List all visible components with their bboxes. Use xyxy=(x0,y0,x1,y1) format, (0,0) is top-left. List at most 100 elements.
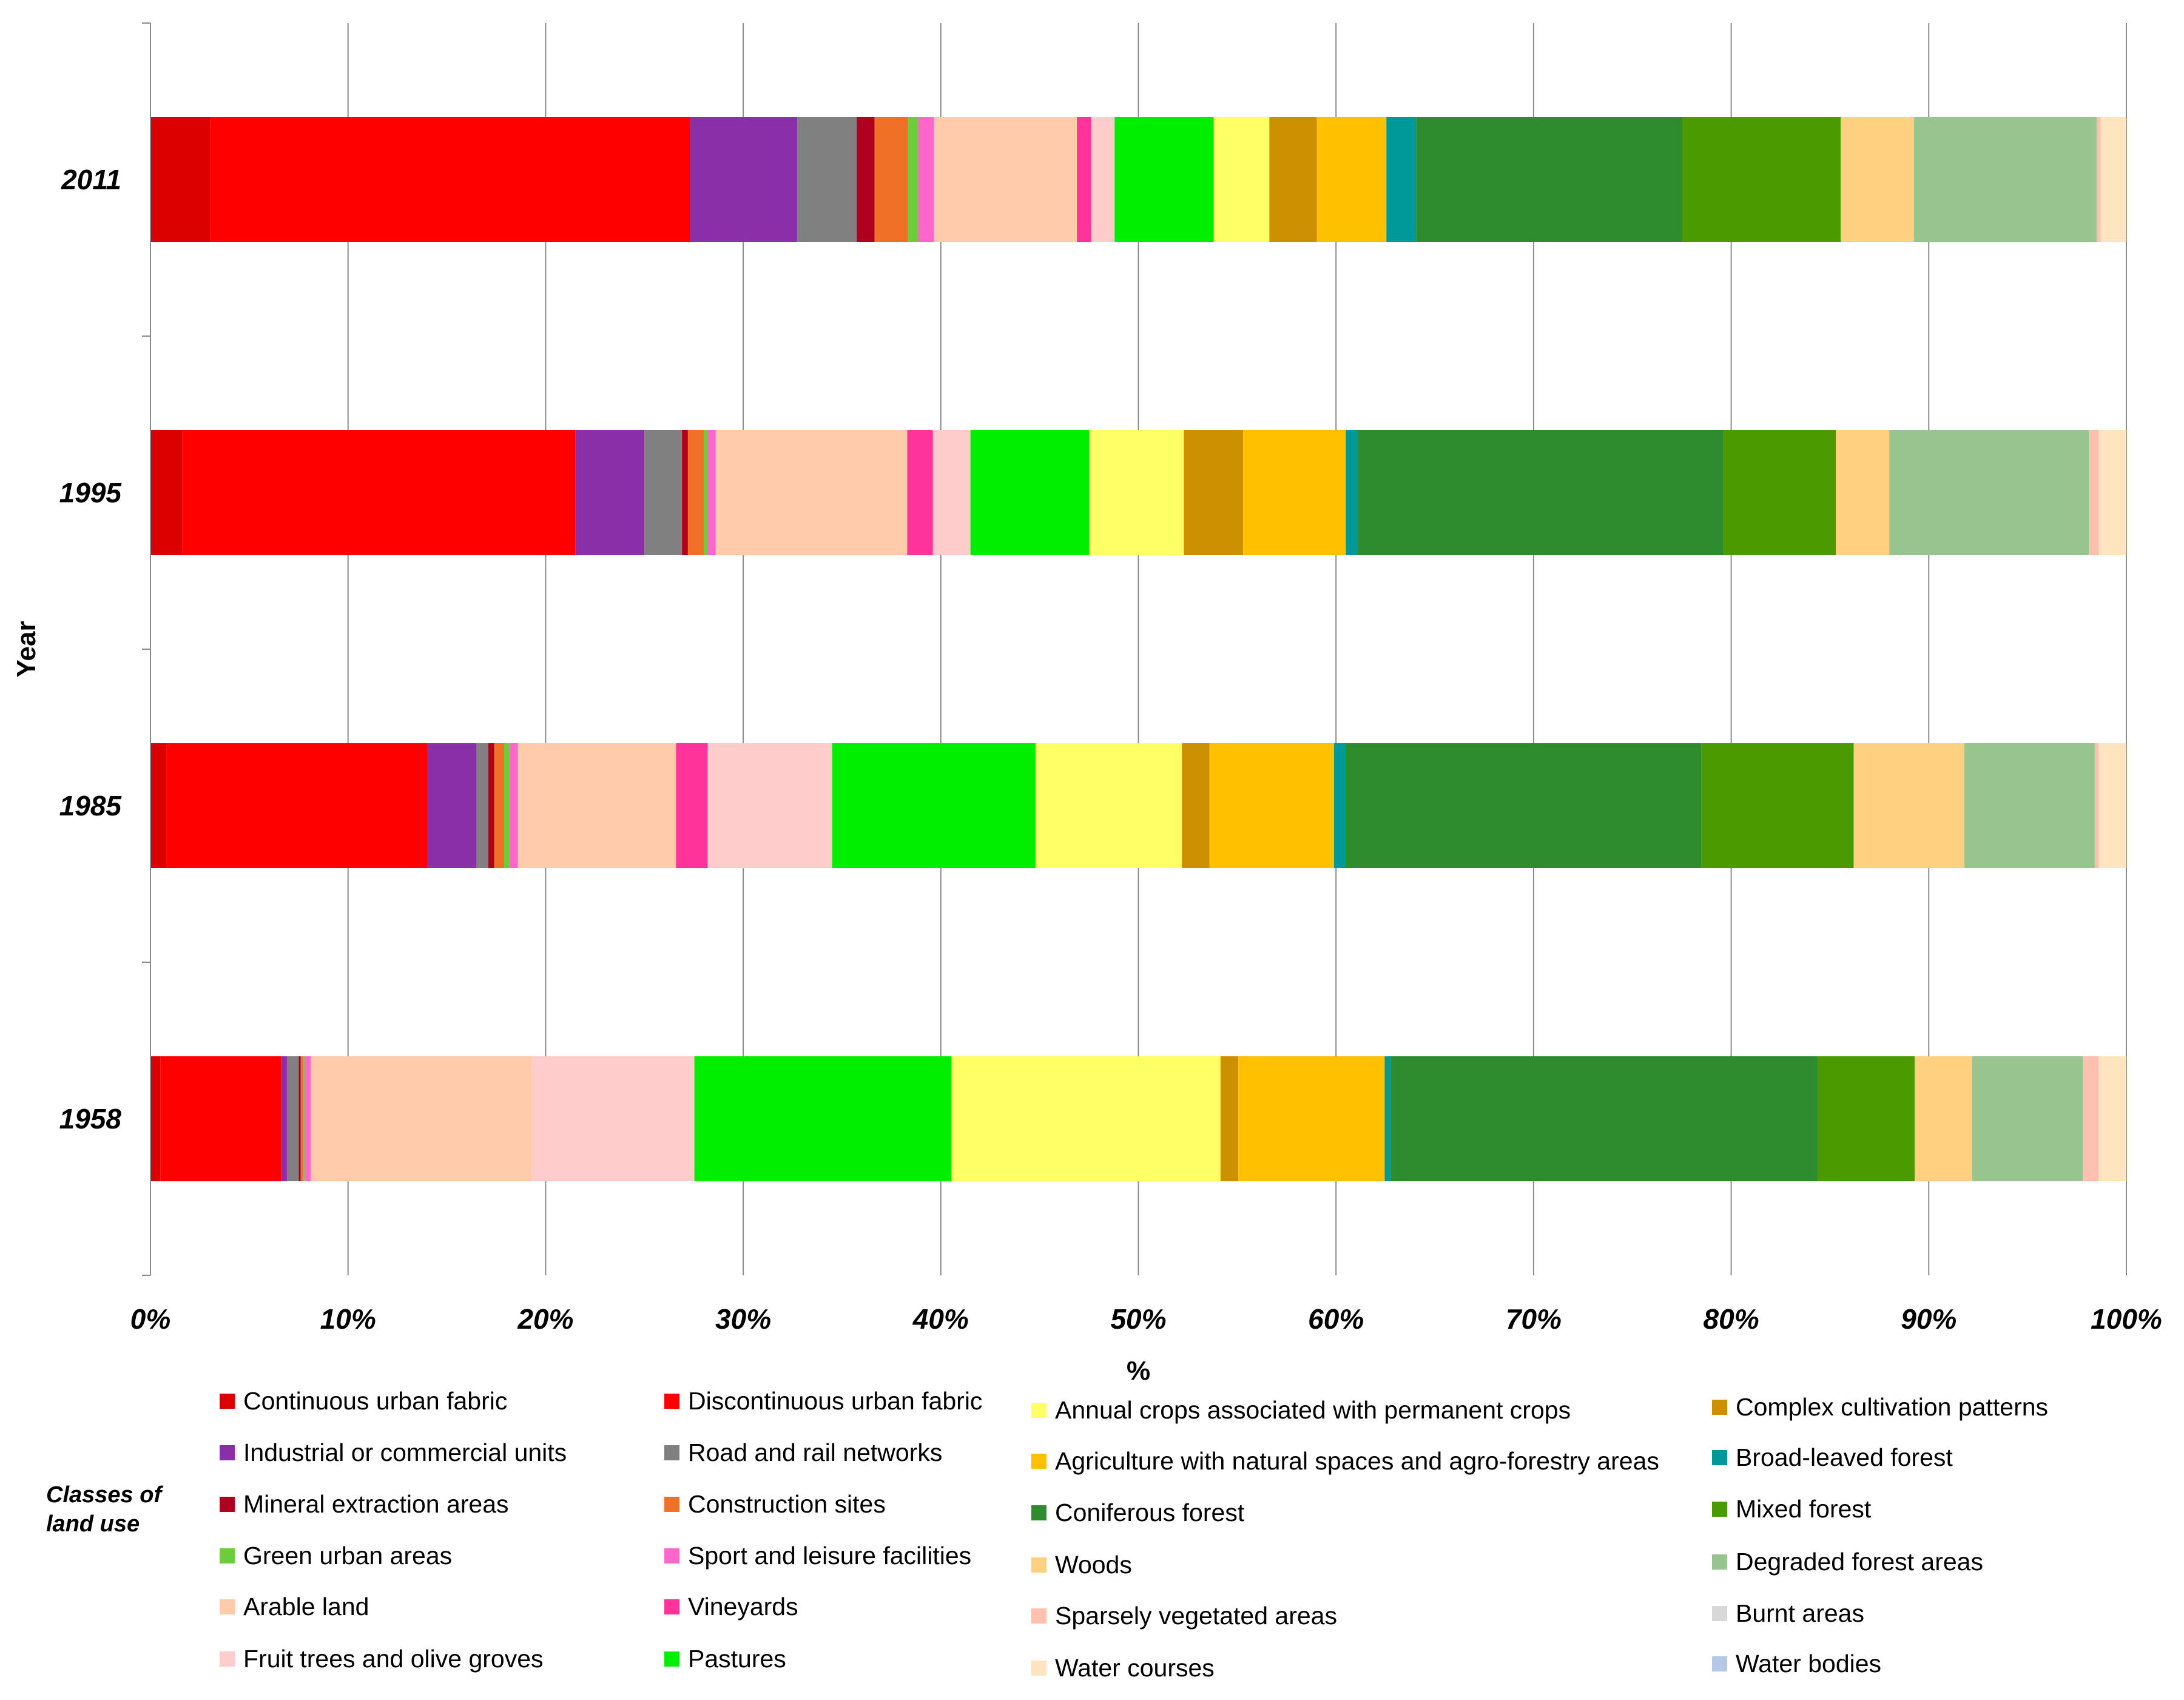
bar-segment: Arable land (1985) xyxy=(517,743,676,868)
bar-segment: Continuous urban fabric (2011) xyxy=(150,117,211,242)
bar-segment: Mixed forest (1985) xyxy=(1701,743,1854,868)
legend-label: Arable land xyxy=(243,1593,369,1621)
legend-swatch xyxy=(220,1651,235,1667)
legend-item: Sparsely vegetated areas xyxy=(1031,1602,1337,1630)
bar-segment: Road and rail networks (1958) xyxy=(286,1056,299,1181)
bar-segment: Pastures (2011) xyxy=(1114,117,1214,242)
bar-segment: Industrial or commercial units (2011) xyxy=(690,117,798,242)
legend-label: Road and rail networks xyxy=(688,1439,943,1466)
bar-segment: Broad-leaved forest (2011) xyxy=(1386,117,1417,242)
bar-segment: Green urban areas (1985) xyxy=(504,743,510,868)
bar-segment: Coniferous forest (2011) xyxy=(1416,117,1682,242)
legend-item: Discontinuous urban fabric xyxy=(664,1387,982,1415)
bar-segment: Fruit trees and olive groves (2011) xyxy=(1091,117,1115,242)
x-tick-label: 80% xyxy=(1704,1303,1759,1335)
bar-segment: Water courses (1985) xyxy=(2098,743,2126,868)
legend-swatch xyxy=(1712,1606,1727,1621)
bar-segment: Road and rail networks (2011) xyxy=(797,117,857,242)
bar-segment: Degraded forest areas (2011) xyxy=(1914,117,2097,242)
bar-segment: Road and rail networks (1995) xyxy=(644,430,682,555)
legend-label: Discontinuous urban fabric xyxy=(688,1387,983,1415)
legend-label: Vineyards xyxy=(688,1593,798,1621)
bar-segment: Complex cultivation patterns (2011) xyxy=(1269,117,1317,242)
legend-item: Fruit trees and olive groves xyxy=(220,1645,544,1673)
legend-label: Fruit trees and olive groves xyxy=(243,1645,544,1673)
bar-segment: Arable land (1995) xyxy=(715,430,908,555)
legend-label: Degraded forest areas xyxy=(1736,1548,1983,1576)
bar-segment: Fruit trees and olive groves (1985) xyxy=(707,743,832,868)
y-tick-label: 1985 xyxy=(59,790,123,821)
bar-segment: Agriculture with natural spaces and agro… xyxy=(1238,1056,1385,1181)
x-tick-label: 20% xyxy=(517,1303,573,1335)
bar-segment: Annual crops associated with permanent c… xyxy=(1036,743,1182,868)
legend-swatch xyxy=(664,1497,679,1512)
y-tick-label: 2011 xyxy=(61,164,121,195)
bar-segment: Sport and leisure facilities (1958) xyxy=(305,1056,311,1181)
bar-segment: Vineyards (2011) xyxy=(1077,117,1091,242)
legend-swatch xyxy=(664,1599,679,1614)
bar-segment: Green urban areas (1958) xyxy=(303,1056,305,1181)
legend-label: Water bodies xyxy=(1736,1650,1882,1678)
legend-swatch xyxy=(664,1651,679,1667)
legend-swatch xyxy=(664,1445,679,1460)
x-tick-label: 70% xyxy=(1506,1303,1562,1335)
bar-segment: Coniferous forest (1995) xyxy=(1358,430,1724,555)
bar-segment: Construction sites (1958) xyxy=(300,1056,303,1181)
bar-segment: Industrial or commercial units (1995) xyxy=(575,430,645,555)
bar-segment: Industrial or commercial units (1958) xyxy=(281,1056,287,1181)
bar-segment: Annual crops associated with permanent c… xyxy=(1089,430,1184,555)
bar-segment: Arable land (2011) xyxy=(934,117,1077,242)
bar-segment: Mixed forest (1958) xyxy=(1818,1056,1915,1181)
legend-item: Mixed forest xyxy=(1712,1495,1871,1523)
bar-segment: Road and rail networks (1985) xyxy=(476,743,488,868)
bar-segment: Construction sites (1995) xyxy=(687,430,704,555)
bar-segment: Construction sites (2011) xyxy=(874,117,909,242)
legend-item: Water courses xyxy=(1031,1654,1215,1682)
bar-segment: Mineral extraction areas (1958) xyxy=(298,1056,301,1181)
legend-item: Mineral extraction areas xyxy=(220,1490,509,1519)
bar-segment: Broad-leaved forest (1995) xyxy=(1346,430,1358,555)
legend-item: Industrial or commercial units xyxy=(220,1439,567,1467)
bar-segment: Water courses (2011) xyxy=(2100,117,2126,242)
legend-item: Coniferous forest xyxy=(1031,1499,1244,1527)
legend-item: Arable land xyxy=(220,1593,369,1621)
legend-swatch xyxy=(1031,1661,1046,1676)
x-tick-label: 30% xyxy=(715,1303,771,1335)
legend-item: Green urban areas xyxy=(220,1542,452,1570)
bar-segment: Fruit trees and olive groves (1958) xyxy=(532,1056,695,1181)
legend-swatch xyxy=(1712,1450,1727,1465)
bar-segment: Woods (1985) xyxy=(1853,743,1964,868)
bar-segment: Agriculture with natural spaces and agro… xyxy=(1209,743,1334,868)
bar-segment: Degraded forest areas (1985) xyxy=(1964,743,2095,868)
bar-segment: Continuous urban fabric (1958) xyxy=(150,1056,161,1181)
legend-swatch xyxy=(1031,1608,1046,1624)
bar-segment: Continuous urban fabric (1995) xyxy=(150,430,183,555)
legend-swatch xyxy=(664,1548,679,1563)
bar-segment: Mineral extraction areas (2011) xyxy=(857,117,875,242)
legend-item: Road and rail networks xyxy=(664,1439,942,1467)
legend-swatch xyxy=(1712,1656,1727,1671)
x-tick-labels: 0% 10% 20% 30% 40% 50% 60% 70% 80% 90% 100% xyxy=(130,1303,2162,1335)
x-tick-label: 50% xyxy=(1110,1303,1166,1335)
legend-label: Sparsely vegetated areas xyxy=(1055,1602,1337,1630)
legend-label: Construction sites xyxy=(688,1490,886,1518)
bar-segment: Mineral extraction areas (1995) xyxy=(682,430,688,555)
bar-segment: Annual crops associated with permanent c… xyxy=(951,1056,1221,1181)
bar-segment: Woods (1958) xyxy=(1915,1056,1972,1181)
legend-label: Woods xyxy=(1055,1551,1132,1579)
legend-swatch xyxy=(1031,1505,1046,1520)
legend-label: Annual crops associated with permanent c… xyxy=(1055,1396,1571,1424)
legend-swatch xyxy=(664,1394,679,1409)
bar-segment: Water courses (1958) xyxy=(2098,1056,2126,1181)
bar-segment: Sport and leisure facilities (1985) xyxy=(510,743,518,868)
legend-label: Coniferous forest xyxy=(1055,1499,1245,1526)
bar-segment: Mixed forest (2011) xyxy=(1682,117,1841,242)
bar-segment: Coniferous forest (1958) xyxy=(1390,1056,1818,1181)
legend-swatch xyxy=(1712,1502,1727,1517)
x-axis-title: % xyxy=(1127,1356,1150,1386)
x-tick-label: 90% xyxy=(1901,1303,1956,1335)
bar-segment: Fruit trees and olive groves (1995) xyxy=(932,430,971,555)
legend-item: Broad-leaved forest xyxy=(1712,1443,1953,1472)
legend-label: Green urban areas xyxy=(243,1542,453,1570)
